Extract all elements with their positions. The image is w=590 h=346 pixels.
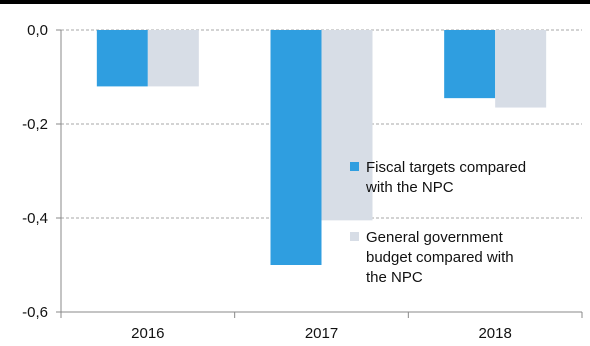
legend-label: Fiscal targets compared bbox=[366, 159, 526, 176]
x-tick-label: 2018 bbox=[478, 325, 511, 342]
axes bbox=[56, 29, 583, 318]
legend-label: General government bbox=[366, 229, 504, 246]
bar-general-government-2018 bbox=[495, 30, 547, 108]
y-tick-label: -0,2 bbox=[22, 116, 48, 133]
y-tick-label: -0,6 bbox=[22, 304, 48, 321]
legend: Fiscal targets compared with the NPC Gener… bbox=[350, 159, 526, 286]
legend-swatch-general-government bbox=[350, 232, 359, 241]
bar-general-government-2017 bbox=[321, 30, 373, 221]
top-rule bbox=[0, 0, 590, 4]
bar-fiscal-targets-2016 bbox=[96, 30, 148, 87]
legend-label: budget compared with bbox=[366, 249, 514, 266]
x-tick-label: 2017 bbox=[305, 325, 338, 342]
bars bbox=[96, 30, 547, 265]
x-tick-label: 2016 bbox=[131, 325, 164, 342]
legend-swatch-fiscal-targets bbox=[350, 162, 359, 171]
bar-fiscal-targets-2018 bbox=[444, 30, 496, 99]
y-tick-label: -0,4 bbox=[22, 210, 48, 227]
y-tick-label: 0,0 bbox=[27, 22, 48, 39]
tick-labels: 0,0 -0,2 -0,4 -0,6 2016 2017 2018 bbox=[22, 22, 512, 342]
bar-fiscal-targets-2017 bbox=[270, 30, 322, 265]
bar-general-government-2016 bbox=[147, 30, 199, 87]
legend-label: with the NPC bbox=[365, 179, 454, 196]
legend-label: the NPC bbox=[366, 269, 423, 286]
